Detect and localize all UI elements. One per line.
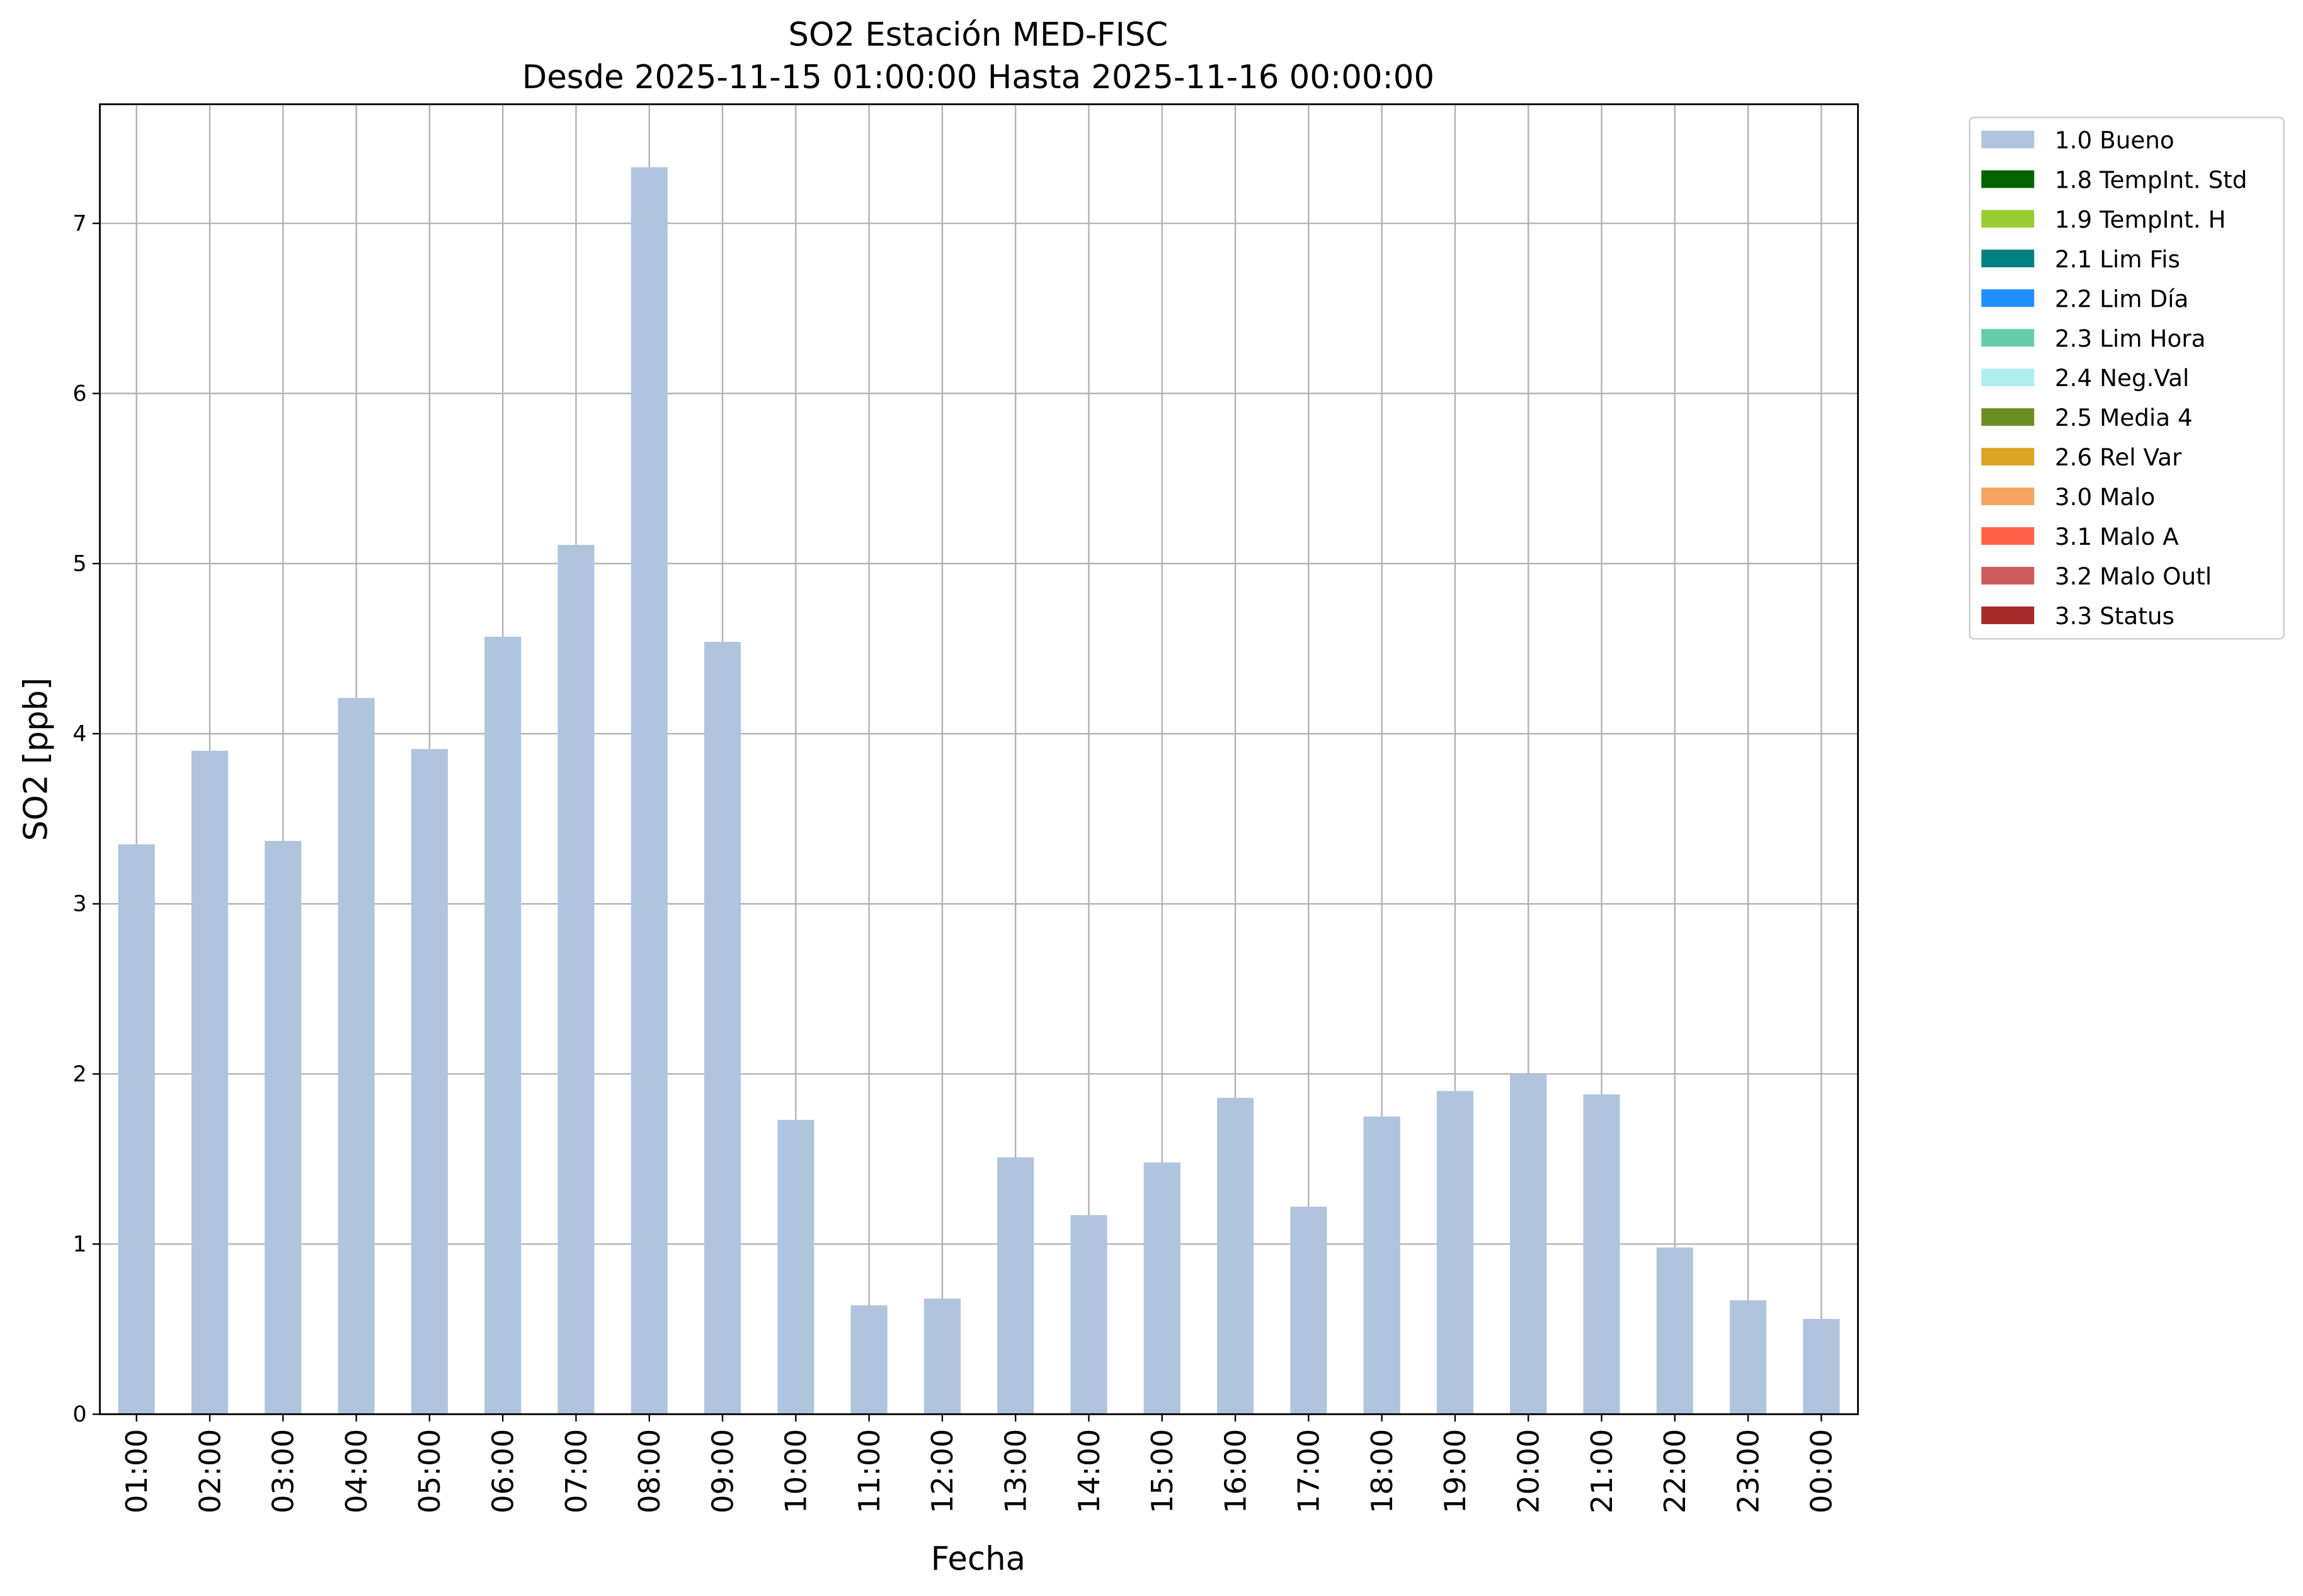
bar xyxy=(1730,1300,1767,1415)
y-tick-label: 2 xyxy=(72,1062,86,1087)
legend-label: 3.2 Malo Outl xyxy=(2055,562,2212,590)
y-tick-label: 0 xyxy=(72,1402,86,1427)
legend-label: 2.2 Lim Día xyxy=(2055,285,2188,312)
legend-swatch xyxy=(1981,368,2035,387)
x-tick-label: 06:00 xyxy=(486,1429,520,1513)
bar xyxy=(411,749,448,1415)
bar xyxy=(1143,1162,1180,1415)
legend-swatch xyxy=(1981,527,2035,545)
bar xyxy=(338,698,375,1415)
legend-label: 1.9 TempInt. H xyxy=(2055,205,2226,233)
y-tick-label: 4 xyxy=(72,722,86,747)
legend-label: 1.8 TempInt. Std xyxy=(2055,166,2248,193)
legend-swatch xyxy=(1981,606,2035,624)
bar xyxy=(923,1298,961,1415)
bar xyxy=(484,636,522,1415)
x-tick-label: 20:00 xyxy=(1512,1429,1546,1513)
x-tick-label: 21:00 xyxy=(1585,1429,1619,1513)
x-tick-label: 19:00 xyxy=(1438,1429,1472,1513)
x-tick-label: 11:00 xyxy=(852,1429,886,1513)
x-tick-label: 03:00 xyxy=(266,1429,300,1513)
legend-swatch xyxy=(1981,170,2035,188)
legend-label: 2.1 Lim Fis xyxy=(2055,245,2180,273)
x-tick-label: 16:00 xyxy=(1218,1429,1252,1513)
bar xyxy=(1290,1206,1327,1415)
bar xyxy=(704,642,741,1415)
bars xyxy=(118,167,1840,1415)
ticks: 0 1 2 3 4 5 6 7 01:00 02:00 03:00 04:00 05:00 06:00 07… xyxy=(72,211,1838,1513)
x-tick-label: 22:00 xyxy=(1658,1429,1692,1513)
legend-label: 2.4 Neg.Val xyxy=(2055,364,2189,392)
bar xyxy=(1510,1074,1547,1415)
bar xyxy=(631,167,668,1415)
x-tick-label: 04:00 xyxy=(340,1429,374,1513)
bar xyxy=(997,1157,1034,1415)
legend-label: 3.0 Malo xyxy=(2055,483,2155,511)
legend-swatch xyxy=(1981,408,2035,426)
bar xyxy=(850,1305,888,1415)
legend-swatch xyxy=(1981,329,2035,347)
chart-subtitle: Desde 2025-11-15 01:00:00 Hasta 2025-11-… xyxy=(522,59,1434,96)
bar xyxy=(1363,1116,1400,1415)
y-tick-label: 6 xyxy=(72,381,86,406)
x-tick-label: 17:00 xyxy=(1292,1429,1326,1513)
chart-title: SO2 Estación MED-FISC xyxy=(789,16,1169,54)
plot-frame xyxy=(99,103,1859,1415)
bar xyxy=(1803,1319,1840,1415)
y-tick-label: 3 xyxy=(72,892,86,917)
x-axis-label: Fecha xyxy=(931,1540,1026,1578)
legend-swatch xyxy=(1981,249,2035,268)
x-tick-label: 18:00 xyxy=(1365,1429,1399,1513)
y-tick-label: 1 xyxy=(72,1232,86,1257)
bar xyxy=(118,844,155,1415)
x-tick-label: 10:00 xyxy=(779,1429,813,1513)
legend-box xyxy=(1969,117,2285,640)
bar xyxy=(191,750,229,1415)
legend-label: 2.3 Lim Hora xyxy=(2055,324,2206,352)
legend: 1.0 Bueno 1.8 TempInt. Std 1.9 TempInt. H 2… xyxy=(1981,126,2248,630)
legend-swatch xyxy=(1981,487,2035,506)
bar xyxy=(777,1120,814,1415)
x-tick-label: 02:00 xyxy=(193,1429,227,1513)
x-tick-label: 07:00 xyxy=(559,1429,593,1513)
x-tick-label: 23:00 xyxy=(1731,1429,1765,1513)
x-tick-label: 14:00 xyxy=(1072,1429,1106,1513)
y-tick-label: 7 xyxy=(72,211,86,236)
legend-swatch xyxy=(1981,130,2035,149)
bar xyxy=(1583,1094,1620,1415)
x-tick-label: 05:00 xyxy=(413,1429,447,1513)
y-axis-label: SO2 [ppb] xyxy=(18,678,55,841)
x-tick-label: 08:00 xyxy=(632,1429,666,1513)
y-tick-label: 5 xyxy=(72,551,86,576)
bar xyxy=(557,545,595,1415)
legend-label: 2.6 Rel Var xyxy=(2055,443,2182,471)
x-tick-label: 01:00 xyxy=(120,1429,154,1513)
legend-label: 2.5 Media 4 xyxy=(2055,404,2193,431)
legend-label: 3.3 Status xyxy=(2055,602,2174,630)
bar xyxy=(1070,1215,1107,1415)
legend-swatch xyxy=(1981,289,2035,307)
bar xyxy=(1656,1247,1693,1415)
legend-swatch xyxy=(1981,210,2035,228)
legend-swatch xyxy=(1981,567,2035,584)
x-tick-label: 09:00 xyxy=(706,1429,740,1513)
legend-label: 3.1 Malo A xyxy=(2055,523,2179,550)
x-tick-label: 13:00 xyxy=(999,1429,1033,1513)
bar xyxy=(1436,1091,1473,1415)
legend-swatch xyxy=(1981,448,2035,466)
bar xyxy=(265,841,302,1415)
x-tick-label: 12:00 xyxy=(925,1429,959,1513)
x-tick-label: 00:00 xyxy=(1805,1429,1839,1513)
legend-label: 1.0 Bueno xyxy=(2055,126,2174,154)
x-tick-label: 15:00 xyxy=(1145,1429,1179,1513)
bar xyxy=(1216,1097,1254,1415)
